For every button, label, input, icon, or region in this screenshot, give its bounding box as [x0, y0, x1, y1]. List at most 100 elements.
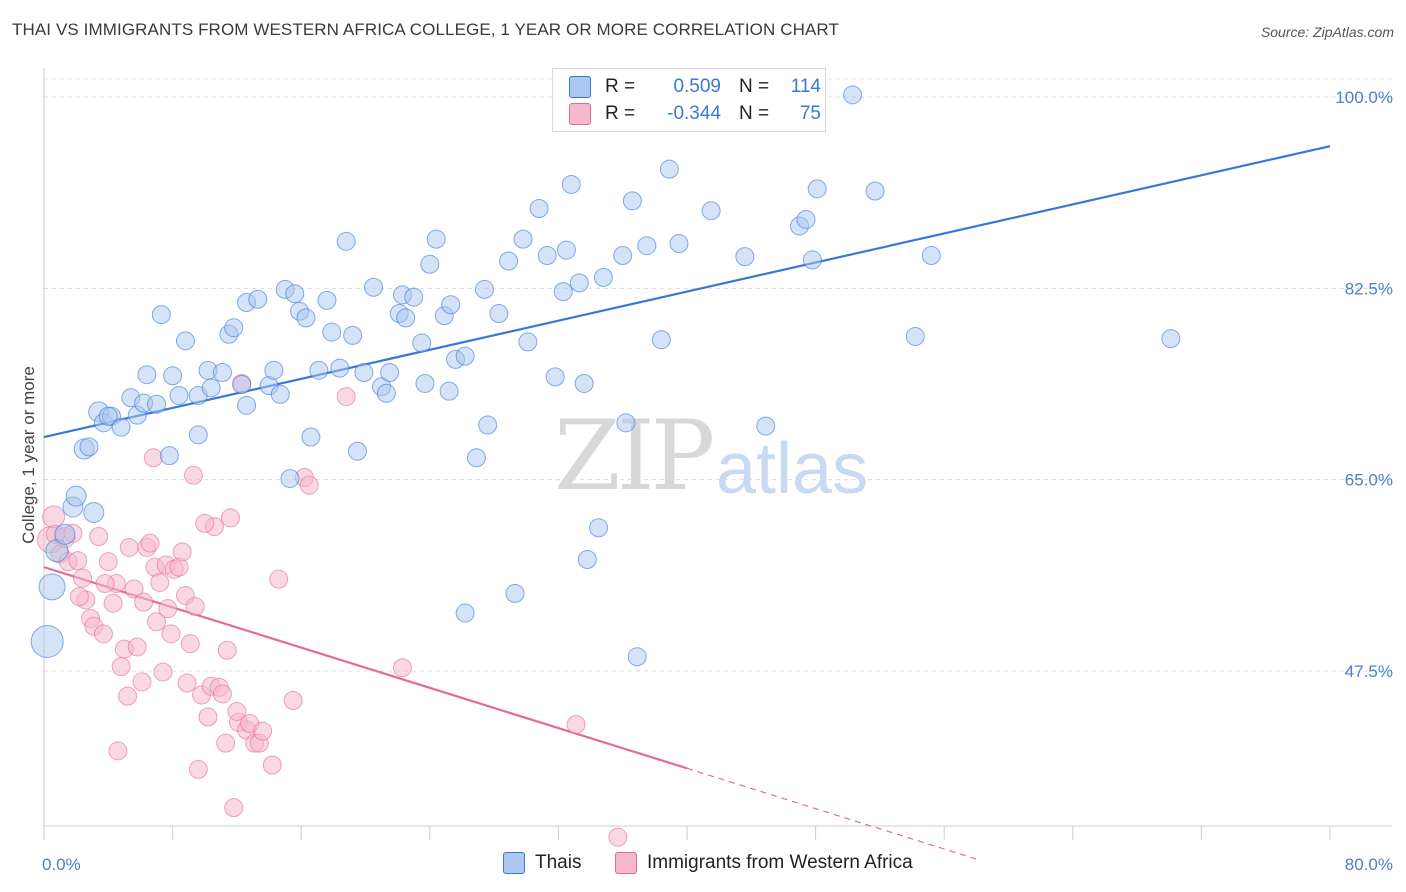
legend-swatch-immigrants-icon: [615, 852, 637, 874]
correlation-legend: R = 0.509 N = 114 R = -0.344 N = 75: [552, 68, 826, 132]
legend-n-value: 114: [790, 76, 821, 97]
data-point-thais: [466, 448, 486, 468]
legend-swatch-thais-icon: [569, 76, 591, 98]
data-point-immigrants: [216, 733, 236, 753]
data-point-immigrants: [212, 684, 232, 704]
data-point-thais: [376, 383, 396, 403]
legend-r-value: -0.344: [667, 103, 721, 124]
data-point-immigrants: [134, 592, 154, 612]
data-point-thais: [651, 330, 671, 350]
data-point-thais: [343, 325, 363, 345]
data-point-immigrants: [172, 542, 192, 562]
data-point-immigrants: [147, 612, 167, 632]
data-point-thais: [529, 199, 549, 219]
data-point-thais: [701, 201, 721, 221]
series-legend: Thais Immigrants from Western Africa: [0, 852, 1406, 878]
data-point-immigrants: [198, 707, 218, 727]
data-point-immigrants: [566, 715, 586, 735]
data-point-immigrants: [140, 533, 160, 553]
data-point-immigrants: [93, 624, 113, 644]
data-point-thais: [537, 246, 557, 266]
data-point-thais: [865, 181, 885, 201]
data-point-thais: [364, 277, 384, 297]
data-point-thais: [426, 229, 446, 249]
chart-title: THAI VS IMMIGRANTS FROM WESTERN AFRICA C…: [12, 20, 839, 39]
watermark-atlas: atlas: [716, 429, 869, 509]
data-point-immigrants: [180, 634, 200, 654]
data-point-thais: [589, 518, 609, 538]
data-point-thais: [441, 295, 461, 315]
data-point-thais: [905, 326, 925, 346]
data-point-immigrants: [68, 551, 88, 571]
data-point-immigrants: [224, 798, 244, 818]
legend-item-thais[interactable]: Thais: [503, 852, 581, 874]
trend-lines: [43, 145, 1331, 860]
data-point-immigrants: [217, 640, 237, 660]
data-point-thais: [659, 159, 679, 179]
data-point-immigrants: [89, 527, 109, 547]
data-point-immigrants: [185, 596, 205, 616]
data-point-immigrants: [103, 593, 123, 613]
data-point-thais: [499, 251, 519, 271]
data-point-immigrants: [227, 701, 247, 721]
data-point-thais: [553, 282, 573, 302]
data-point-thais: [518, 332, 538, 352]
data-point-thais: [637, 236, 657, 256]
data-point-thais: [415, 373, 435, 393]
series-immigrants-points: [36, 373, 628, 847]
data-point-thais: [270, 384, 290, 404]
data-point-thais: [474, 279, 494, 299]
axes: [43, 68, 1392, 840]
data-point-immigrants: [95, 574, 115, 594]
data-point-thais: [420, 254, 440, 274]
data-point-immigrants: [161, 624, 181, 644]
data-point-thais: [38, 573, 66, 601]
data-point-thais: [248, 289, 268, 309]
data-point-thais: [330, 358, 350, 378]
data-point-thais: [111, 417, 131, 437]
data-point-thais: [232, 375, 252, 395]
data-point-thais: [802, 250, 822, 270]
data-point-immigrants: [169, 557, 189, 577]
data-point-thais: [455, 603, 475, 623]
legend-n-label: N =: [739, 103, 770, 124]
gridlines: [44, 78, 1392, 672]
data-point-thais: [593, 267, 613, 287]
data-point-thais: [489, 303, 509, 323]
data-point-immigrants: [269, 569, 289, 589]
data-point-thais: [79, 437, 99, 457]
data-point-immigrants: [124, 579, 144, 599]
data-point-thais: [569, 273, 589, 293]
data-point-immigrants: [299, 475, 319, 495]
data-point-thais: [224, 318, 244, 338]
legend-item-immigrants[interactable]: Immigrants from Western Africa: [615, 852, 913, 874]
data-point-thais: [65, 485, 87, 507]
x-tick-label: 0.0%: [42, 855, 81, 874]
data-point-immigrants: [73, 568, 93, 588]
data-point-thais: [159, 446, 179, 466]
data-point-thais: [188, 425, 208, 445]
data-point-immigrants: [153, 662, 173, 682]
data-point-thais: [796, 209, 816, 229]
data-point-immigrants: [158, 599, 178, 619]
legend-r-label: R =: [605, 76, 636, 97]
y-axis-label: College, 1 year or more: [19, 366, 38, 544]
data-point-thais: [396, 308, 416, 328]
data-point-thais: [201, 378, 221, 398]
data-point-thais: [301, 427, 321, 447]
y-tick-label: 65.0%: [1345, 471, 1393, 490]
data-point-thais: [137, 365, 157, 385]
data-point-immigrants: [336, 387, 356, 407]
data-point-thais: [30, 624, 64, 658]
data-point-immigrants: [220, 508, 240, 528]
data-point-thais: [921, 246, 941, 266]
data-point-thais: [439, 381, 459, 401]
y-tick-label: 82.5%: [1345, 279, 1393, 298]
data-point-thais: [735, 247, 755, 267]
data-point-thais: [616, 413, 636, 433]
legend-label-thais: Thais: [535, 852, 582, 873]
data-point-immigrants: [392, 658, 412, 678]
data-point-immigrants: [150, 572, 170, 592]
data-point-thais: [336, 231, 356, 251]
